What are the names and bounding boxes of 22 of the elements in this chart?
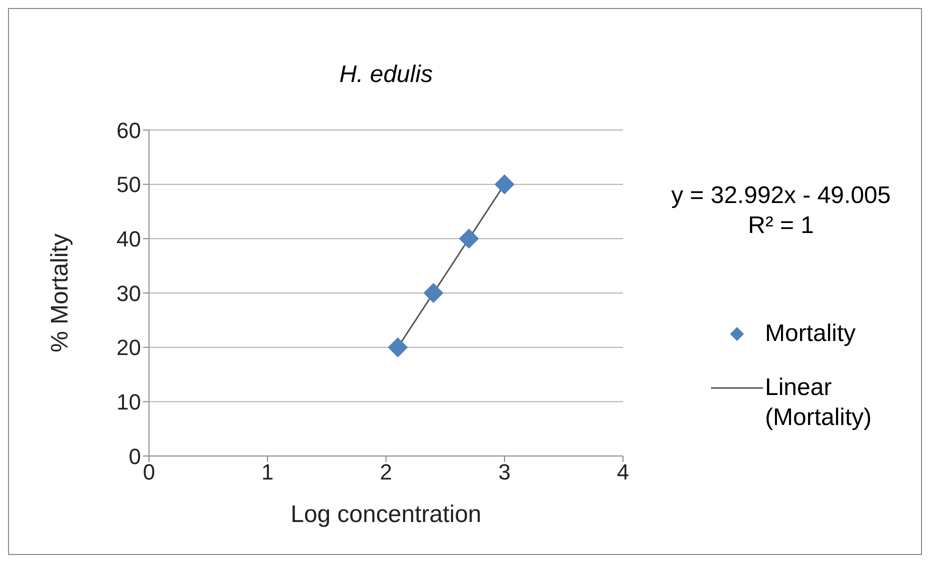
text: y = 32.992x - 49.005	[670, 181, 892, 211]
legend-label: Linear (Mortality)	[765, 373, 873, 433]
legend-label: Mortality	[765, 319, 857, 349]
y-tick-label: 10	[116, 389, 141, 414]
point	[458, 228, 479, 249]
x-tick-label: 4	[616, 460, 630, 485]
point	[388, 337, 408, 358]
point	[423, 283, 444, 303]
text: R² = 1	[746, 211, 816, 241]
x-tick-label: 2	[380, 460, 392, 485]
x-axis-title: Log concentration	[290, 501, 482, 528]
y-tick-label: 0	[128, 444, 141, 469]
y-tick-label: 20	[116, 335, 141, 360]
y-tick-label: 40	[116, 226, 141, 252]
y-tick-label: 50	[116, 172, 141, 198]
x-tick-label: 1	[261, 460, 274, 485]
x-tick-label: 3	[498, 460, 511, 485]
chart-title: H. edulis	[338, 61, 434, 89]
y-axis-title: % Mortality	[46, 234, 74, 352]
y-tick-label: 60	[116, 118, 141, 143]
point	[494, 174, 514, 194]
y-tick-label: 30	[116, 280, 141, 306]
